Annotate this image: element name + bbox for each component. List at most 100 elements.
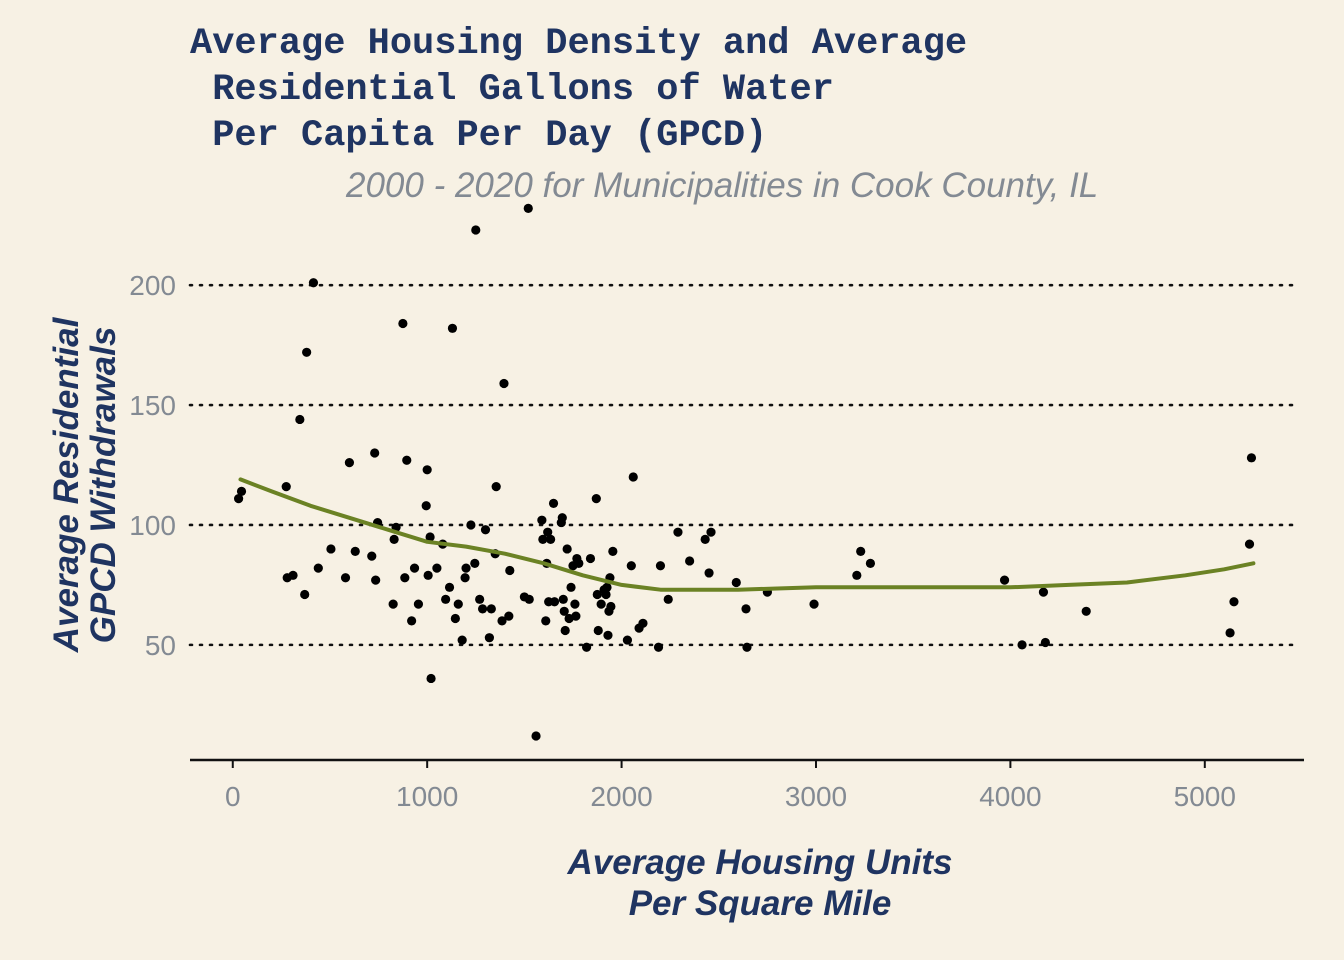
data-point — [596, 599, 606, 609]
chart-title-line-2: Residential Gallons of Water — [190, 69, 834, 111]
data-point — [461, 563, 471, 573]
smooth-trend-line — [238, 477, 1256, 592]
data-point — [370, 448, 380, 458]
x-tick-label: 0 — [225, 781, 241, 812]
data-point — [638, 618, 648, 628]
y-tick-label: 150 — [129, 390, 176, 421]
data-point — [602, 582, 612, 592]
y-axis-label: Average Residential GPCD Withdrawals — [47, 275, 123, 695]
data-point — [484, 633, 494, 643]
chart-subtitle: 2000 - 2020 for Municipalities in Cook C… — [346, 166, 1099, 205]
data-point — [450, 613, 460, 624]
data-point — [480, 525, 491, 535]
y-tick-label: 50 — [145, 630, 176, 661]
data-point — [608, 546, 618, 556]
y-axis-label-line-1: Average Residential — [47, 317, 86, 653]
data-point — [1229, 597, 1239, 607]
data-point — [421, 501, 431, 511]
data-point — [499, 378, 509, 389]
data-point — [371, 575, 381, 585]
data-point — [741, 604, 751, 614]
data-point — [1225, 628, 1235, 638]
data-point — [524, 594, 534, 604]
data-point — [543, 527, 553, 537]
data-point — [398, 318, 408, 329]
data-point — [570, 599, 580, 609]
data-point — [281, 481, 291, 492]
data-point — [504, 611, 514, 621]
data-point — [809, 599, 819, 609]
data-point — [742, 642, 752, 652]
data-point — [471, 225, 481, 235]
data-point — [546, 534, 556, 544]
x-tick-label: 5000 — [1174, 781, 1236, 812]
x-axis-label: Average Housing Units Per Square Mile — [490, 842, 1030, 924]
data-point — [531, 731, 541, 741]
data-point — [426, 673, 436, 684]
x-tick-label: 1000 — [396, 781, 458, 812]
data-point — [593, 625, 603, 636]
data-point — [592, 589, 602, 600]
data-point — [1038, 587, 1049, 597]
x-tick-label: 3000 — [785, 781, 847, 812]
data-point — [491, 481, 501, 492]
data-point — [603, 630, 613, 640]
data-point — [466, 520, 476, 530]
data-point — [700, 534, 710, 544]
data-point — [1040, 637, 1050, 648]
data-point — [432, 563, 442, 573]
data-point — [865, 558, 876, 568]
data-point — [441, 594, 451, 604]
data-point — [548, 498, 559, 508]
data-point — [704, 568, 714, 578]
data-point — [402, 455, 412, 465]
data-point — [1081, 606, 1091, 616]
data-point — [344, 458, 355, 468]
data-point — [685, 556, 695, 566]
data-point — [486, 604, 496, 614]
data-point — [409, 563, 420, 573]
data-point — [562, 544, 572, 554]
data-point — [340, 573, 351, 583]
data-point — [407, 616, 417, 626]
data-point — [236, 486, 247, 496]
data-point — [538, 534, 548, 544]
data-point — [537, 515, 547, 525]
data-point — [400, 573, 410, 583]
data-point — [326, 544, 336, 554]
data-point — [453, 599, 463, 609]
data-point — [1244, 539, 1255, 549]
data-point — [566, 582, 576, 592]
data-point — [673, 527, 683, 537]
data-point — [460, 573, 470, 583]
data-point — [557, 513, 567, 523]
x-axis-label-line-1: Average Housing Units — [567, 843, 953, 882]
data-point — [574, 558, 584, 568]
data-point — [288, 570, 298, 580]
data-point — [422, 465, 432, 475]
data-point — [663, 594, 673, 604]
data-point — [549, 597, 560, 607]
data-point — [559, 606, 569, 616]
data-point — [622, 635, 633, 645]
data-point — [470, 558, 480, 568]
data-point — [601, 589, 611, 600]
data-point — [628, 472, 638, 482]
x-tick-label: 2000 — [590, 781, 652, 812]
data-point — [523, 203, 533, 213]
x-tick-label: 4000 — [979, 781, 1041, 812]
data-point — [497, 616, 507, 626]
data-point — [706, 527, 716, 537]
data-point — [655, 561, 666, 571]
x-axis-label-line-2: Per Square Mile — [628, 884, 892, 923]
chart-title-line-1: Average Housing Density and Average — [190, 23, 968, 65]
chart-title-line-3: Per Capita Per Day (GPCD) — [190, 115, 768, 157]
data-point — [856, 546, 866, 556]
y-tick-label: 200 — [129, 270, 176, 301]
data-point — [423, 570, 433, 580]
data-point — [591, 493, 601, 504]
data-point — [1246, 453, 1257, 463]
data-point — [234, 493, 244, 504]
data-point — [477, 604, 488, 614]
